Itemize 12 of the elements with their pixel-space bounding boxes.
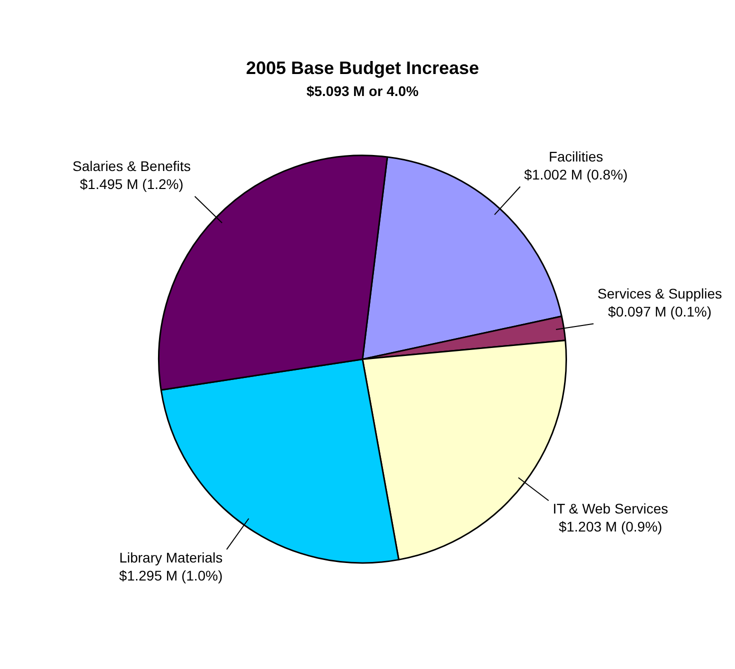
data-label: $1.203 M (0.9%) bbox=[558, 518, 662, 534]
slice-label: Facilities bbox=[548, 148, 604, 164]
data-label: $1.295 M (1.0%) bbox=[119, 567, 223, 584]
chart-subtitle: $5.093 M or 4.0% bbox=[306, 82, 420, 99]
data-label: $1.002 M (0.8%) bbox=[524, 166, 628, 182]
data-label: $0.097 M (0.1%) bbox=[608, 304, 712, 320]
slice-label: IT & Web Services bbox=[552, 500, 668, 516]
slice-label: Salaries & Benefits bbox=[72, 158, 191, 174]
slice-label: Library Materials bbox=[119, 549, 223, 566]
slice-label: Services & Supplies bbox=[598, 286, 722, 302]
chart-title: 2005 Base Budget Increase bbox=[246, 58, 480, 78]
data-label: $1.495 M (1.2%) bbox=[80, 176, 184, 192]
